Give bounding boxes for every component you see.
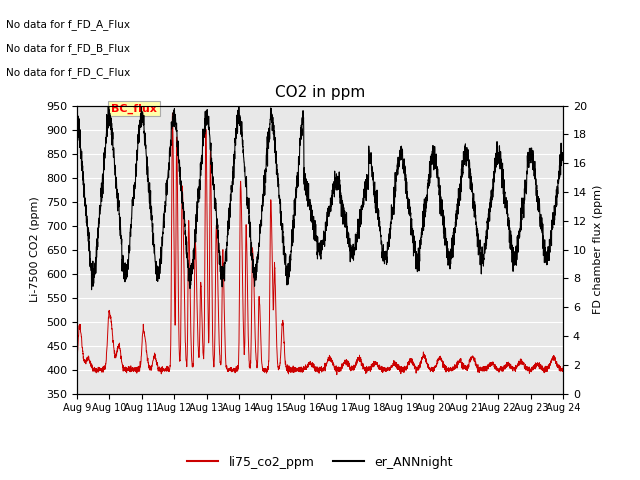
Text: BC_flux: BC_flux bbox=[111, 103, 157, 114]
Text: No data for f_FD_B_Flux: No data for f_FD_B_Flux bbox=[6, 43, 131, 54]
Legend: li75_co2_ppm, er_ANNnight: li75_co2_ppm, er_ANNnight bbox=[182, 451, 458, 474]
Text: No data for f_FD_C_Flux: No data for f_FD_C_Flux bbox=[6, 67, 131, 78]
Y-axis label: Li-7500 CO2 (ppm): Li-7500 CO2 (ppm) bbox=[30, 197, 40, 302]
Text: No data for f_FD_A_Flux: No data for f_FD_A_Flux bbox=[6, 19, 131, 30]
Title: CO2 in ppm: CO2 in ppm bbox=[275, 85, 365, 100]
Y-axis label: FD chamber flux (ppm): FD chamber flux (ppm) bbox=[593, 185, 603, 314]
